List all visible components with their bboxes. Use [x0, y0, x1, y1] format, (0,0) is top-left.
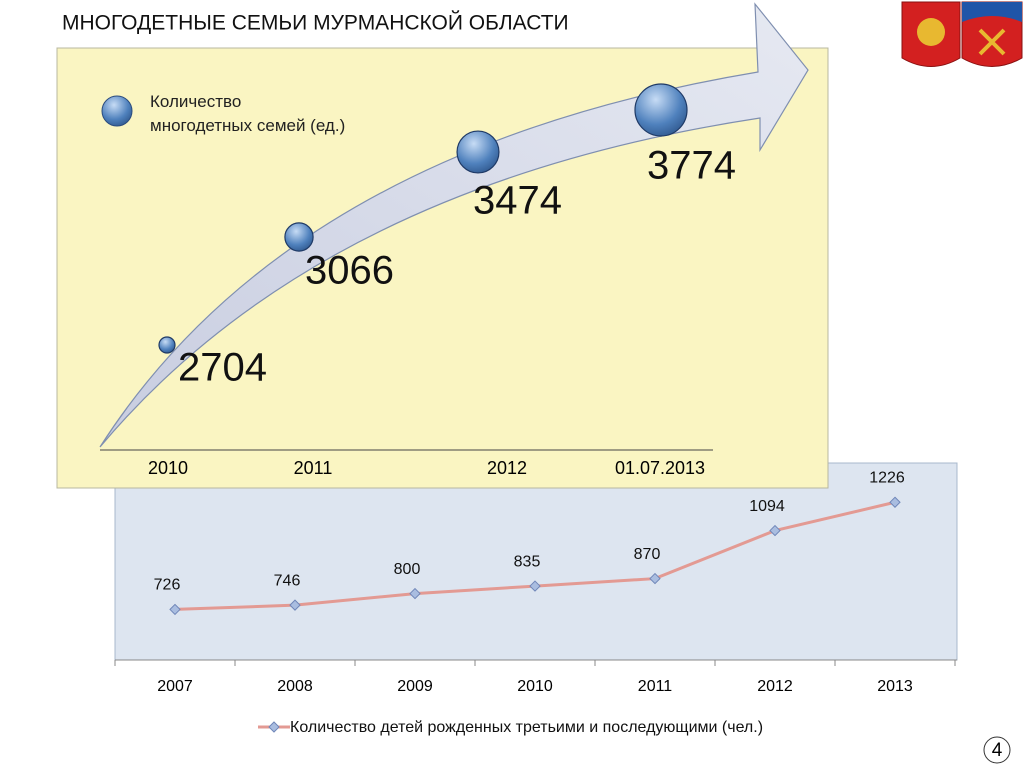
bubble — [456, 130, 500, 174]
x-tick-label: 2010 — [517, 678, 553, 695]
bubble — [634, 83, 688, 137]
point-marker — [769, 524, 781, 537]
data-label: 3774 — [647, 144, 736, 188]
legend-marker — [101, 95, 133, 127]
x-tick-label: 2011 — [638, 678, 673, 695]
point-marker — [169, 603, 181, 616]
bubble — [158, 336, 176, 354]
data-label: 1226 — [869, 470, 905, 487]
data-label: 3066 — [305, 249, 394, 293]
x-tick-label: 2009 — [397, 678, 433, 695]
line-panel — [114, 462, 958, 661]
legend-label: Количество детей рожденных третьими и по… — [290, 719, 763, 736]
x-tick-label: 2012 — [757, 678, 793, 695]
x-tick-label: 2007 — [157, 678, 193, 695]
x-tick-label: 2011 — [294, 458, 333, 478]
point-marker — [889, 496, 901, 508]
data-label: 746 — [274, 572, 301, 589]
x-tick-label: 2010 — [148, 458, 188, 478]
point-marker — [529, 580, 541, 592]
page-number-badge — [983, 736, 1011, 764]
data-label: 3474 — [473, 179, 562, 223]
point-marker — [289, 599, 301, 611]
legend-label: Количество многодетных семей (ед.) — [150, 92, 346, 135]
data-label: 835 — [514, 553, 541, 570]
growth-arrow — [99, 2, 809, 448]
data-label: 2704 — [178, 346, 267, 390]
emblems — [901, 1, 1023, 67]
x-tick-label: 2013 — [877, 678, 913, 695]
x-tick-label: 01.07.2013 — [615, 458, 705, 478]
x-tick-label: 2008 — [277, 678, 313, 695]
data-label: 870 — [634, 546, 661, 563]
point-marker — [649, 572, 661, 585]
data-label: 1094 — [749, 498, 785, 515]
legend-marker — [268, 721, 280, 733]
x-tick-label: 2012 — [487, 458, 527, 478]
data-label: 726 — [154, 577, 181, 594]
page-number: 4 — [992, 740, 1003, 761]
slide-title: МНОГОДЕТНЫЕ СЕМЬИ МУРМАНСКОЙ ОБЛАСТИ — [62, 11, 569, 35]
data-label: 800 — [394, 561, 421, 578]
bubble — [284, 222, 314, 252]
point-marker — [409, 587, 421, 600]
